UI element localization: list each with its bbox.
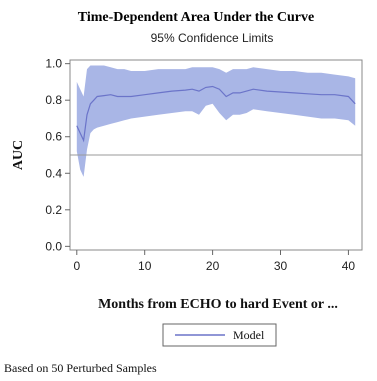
x-axis: 0 10 20 30 40	[73, 250, 355, 273]
x-tick-label: 20	[206, 259, 220, 273]
footnote: Based on 50 Perturbed Samples	[4, 361, 157, 375]
chart-title: Time-Dependent Area Under the Curve	[78, 10, 314, 25]
legend: Model	[162, 323, 277, 347]
legend-label-model: Model	[233, 328, 265, 342]
plot-area	[69, 59, 363, 251]
x-axis-label: Months from ECHO to hard Event or ...	[98, 297, 338, 312]
confidence-band	[76, 65, 356, 177]
y-tick-label: 0.0	[45, 239, 62, 253]
y-tick-label: 0.2	[45, 203, 62, 217]
model-series-line	[76, 85, 356, 143]
x-tick-label: 0	[73, 259, 80, 273]
x-tick-label: 30	[274, 259, 288, 273]
y-axis-label: AUC	[11, 140, 26, 170]
y-tick-label: 0.8	[45, 93, 62, 107]
y-tick-label: 0.6	[45, 130, 62, 144]
chart-subtitle: 95% Confidence Limits	[151, 31, 274, 45]
y-tick-label: 1.0	[45, 57, 62, 71]
x-tick-label: 10	[138, 259, 152, 273]
x-tick-label: 40	[342, 259, 356, 273]
y-axis: 0.0 0.2 0.4 0.6 0.8 1.0	[45, 57, 70, 253]
y-tick-label: 0.4	[45, 166, 62, 180]
